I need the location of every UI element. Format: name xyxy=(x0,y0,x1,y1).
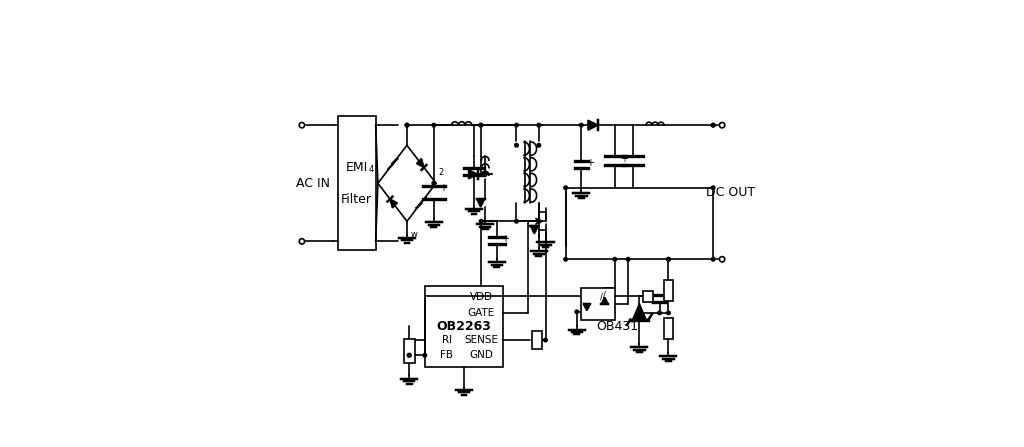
Circle shape xyxy=(483,173,487,176)
Circle shape xyxy=(408,354,411,357)
Text: w: w xyxy=(411,230,418,239)
Circle shape xyxy=(299,239,304,244)
Circle shape xyxy=(406,123,409,127)
Text: GATE: GATE xyxy=(468,308,495,318)
Circle shape xyxy=(667,257,671,261)
Circle shape xyxy=(627,257,630,261)
Text: DC OUT: DC OUT xyxy=(707,186,756,199)
Text: RI: RI xyxy=(441,335,452,345)
Text: SENSE: SENSE xyxy=(464,335,498,345)
Text: VDD: VDD xyxy=(470,292,493,302)
Text: 2: 2 xyxy=(438,168,443,177)
Circle shape xyxy=(720,122,725,128)
Circle shape xyxy=(720,257,725,262)
Bar xyxy=(338,116,376,250)
Text: +: + xyxy=(439,183,447,193)
Circle shape xyxy=(544,338,547,342)
Circle shape xyxy=(712,123,715,127)
Circle shape xyxy=(479,123,482,127)
Bar xyxy=(403,339,415,363)
Polygon shape xyxy=(633,304,646,320)
Circle shape xyxy=(432,123,435,127)
Polygon shape xyxy=(477,199,484,207)
Text: EMI: EMI xyxy=(345,160,368,174)
Text: +: + xyxy=(502,234,509,244)
Polygon shape xyxy=(601,297,608,304)
Polygon shape xyxy=(387,161,395,170)
Circle shape xyxy=(712,186,715,190)
Circle shape xyxy=(432,181,435,185)
Text: GND: GND xyxy=(469,350,494,360)
Circle shape xyxy=(408,354,411,357)
Bar xyxy=(425,286,503,367)
Polygon shape xyxy=(390,199,397,208)
Bar xyxy=(531,331,542,349)
Circle shape xyxy=(580,123,583,127)
Circle shape xyxy=(515,143,518,147)
Polygon shape xyxy=(417,159,424,168)
Bar xyxy=(664,281,674,301)
Circle shape xyxy=(406,123,409,127)
Circle shape xyxy=(537,143,541,147)
Text: 4: 4 xyxy=(369,165,374,174)
Text: +: + xyxy=(621,154,628,164)
Polygon shape xyxy=(584,304,590,311)
Bar xyxy=(643,291,653,302)
Circle shape xyxy=(479,123,482,127)
Text: OB431: OB431 xyxy=(596,320,638,333)
Circle shape xyxy=(515,219,518,223)
Circle shape xyxy=(515,123,518,127)
Circle shape xyxy=(575,310,579,314)
Text: Filter: Filter xyxy=(341,193,372,206)
Bar xyxy=(664,318,674,339)
Circle shape xyxy=(299,122,304,128)
Circle shape xyxy=(537,219,541,223)
Circle shape xyxy=(667,257,671,261)
Polygon shape xyxy=(588,120,598,130)
Circle shape xyxy=(537,123,541,127)
Text: /: / xyxy=(600,292,603,301)
Text: /: / xyxy=(602,290,605,299)
Circle shape xyxy=(479,219,483,223)
Circle shape xyxy=(657,311,662,315)
Circle shape xyxy=(564,186,567,190)
Circle shape xyxy=(712,123,715,127)
Bar xyxy=(582,288,614,320)
Polygon shape xyxy=(469,170,477,179)
Text: AC IN: AC IN xyxy=(296,177,330,190)
Circle shape xyxy=(712,257,715,261)
Circle shape xyxy=(423,354,427,357)
Polygon shape xyxy=(419,197,426,206)
Circle shape xyxy=(613,257,616,261)
Text: FB: FB xyxy=(440,350,454,360)
Text: OB2263: OB2263 xyxy=(436,320,492,333)
Polygon shape xyxy=(530,226,539,234)
Circle shape xyxy=(564,257,567,261)
Circle shape xyxy=(667,311,671,315)
Text: +: + xyxy=(586,158,594,168)
